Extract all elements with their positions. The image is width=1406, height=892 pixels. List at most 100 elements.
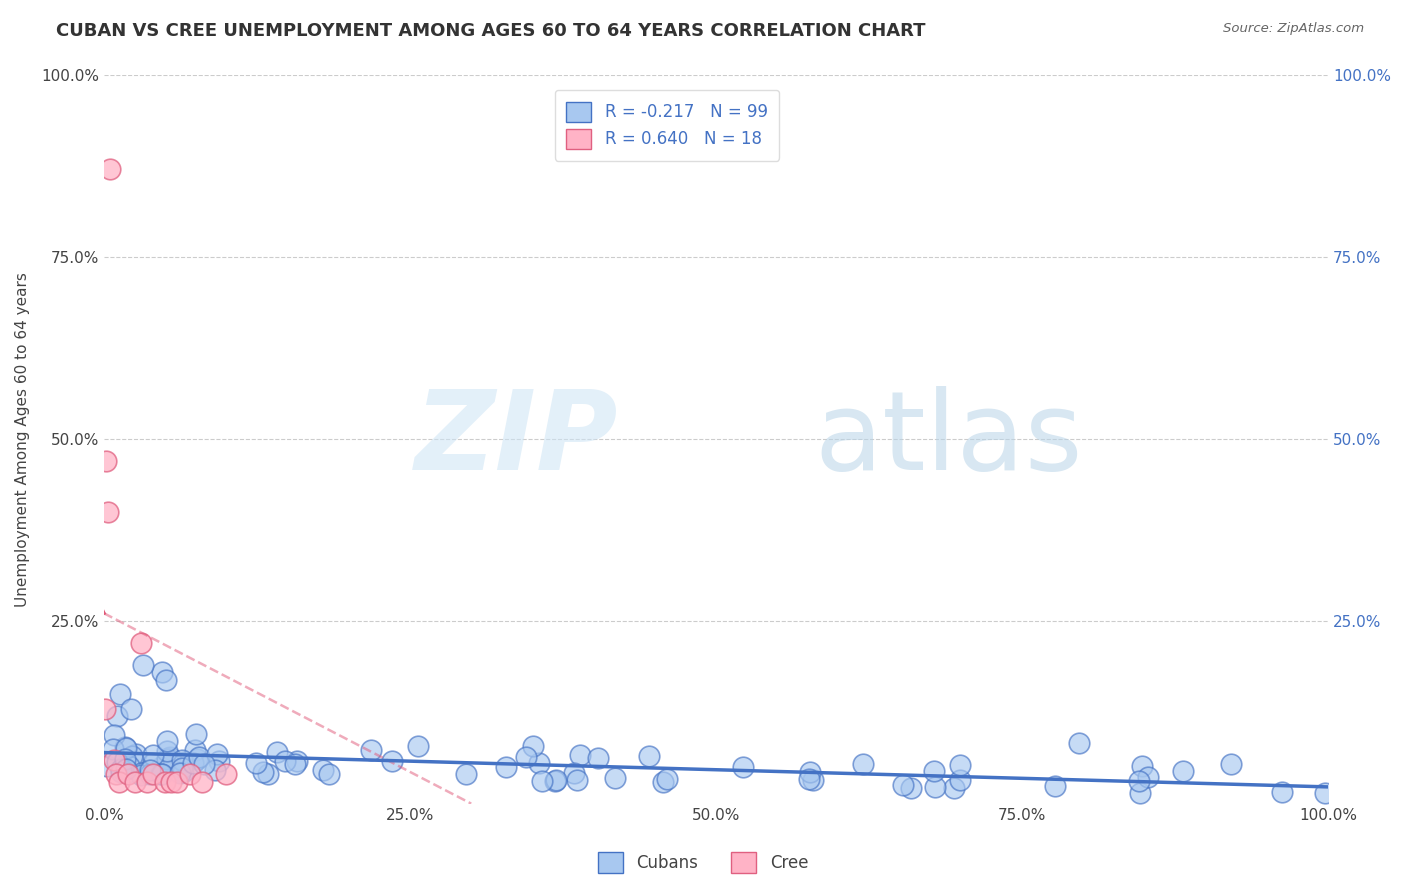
Point xyxy=(125,747,148,762)
Point xyxy=(381,754,404,768)
Point xyxy=(115,740,138,755)
Point xyxy=(801,773,824,788)
Point xyxy=(156,751,179,765)
Point xyxy=(266,745,288,759)
Point xyxy=(120,702,142,716)
Point xyxy=(586,751,609,765)
Point xyxy=(637,749,659,764)
Point xyxy=(949,758,972,772)
Point xyxy=(191,774,214,789)
Point xyxy=(172,761,194,775)
Point xyxy=(655,772,678,786)
Point xyxy=(731,760,754,774)
Point xyxy=(283,757,305,772)
Point xyxy=(183,743,205,757)
Point xyxy=(150,767,173,781)
Point xyxy=(117,767,139,781)
Point xyxy=(98,162,121,177)
Point xyxy=(546,772,568,787)
Point xyxy=(564,766,586,780)
Point xyxy=(852,756,875,771)
Point xyxy=(149,760,172,774)
Point xyxy=(105,755,128,769)
Point xyxy=(799,765,821,780)
Point xyxy=(114,739,136,754)
Point xyxy=(205,747,228,761)
Point xyxy=(142,747,165,762)
Point xyxy=(107,774,129,789)
Point xyxy=(943,780,966,795)
Point xyxy=(96,759,118,773)
Point xyxy=(1171,764,1194,778)
Text: CUBAN VS CREE UNEMPLOYMENT AMONG AGES 60 TO 64 YEARS CORRELATION CHART: CUBAN VS CREE UNEMPLOYMENT AMONG AGES 60… xyxy=(56,22,925,40)
Point xyxy=(949,772,972,787)
Point xyxy=(252,764,274,779)
Point xyxy=(406,739,429,754)
Point xyxy=(172,753,194,767)
Point xyxy=(139,767,162,781)
Point xyxy=(186,752,208,766)
Point xyxy=(522,739,544,754)
Point xyxy=(142,767,165,781)
Point xyxy=(110,762,132,776)
Point xyxy=(112,763,135,777)
Point xyxy=(96,454,118,468)
Point xyxy=(495,760,517,774)
Point xyxy=(274,754,297,768)
Y-axis label: Unemployment Among Ages 60 to 64 years: Unemployment Among Ages 60 to 64 years xyxy=(15,272,30,607)
Point xyxy=(215,767,238,781)
Point xyxy=(1271,785,1294,799)
Point xyxy=(193,757,215,772)
Point xyxy=(103,753,125,767)
Point xyxy=(110,687,132,701)
Point xyxy=(565,772,588,787)
Point xyxy=(103,729,125,743)
Point xyxy=(160,774,183,789)
Point xyxy=(1129,786,1152,800)
Legend: R = -0.217   N = 99, R = 0.640   N = 18: R = -0.217 N = 99, R = 0.640 N = 18 xyxy=(555,90,779,161)
Point xyxy=(166,774,188,789)
Point xyxy=(135,774,157,789)
Point xyxy=(94,702,117,716)
Point xyxy=(114,752,136,766)
Point xyxy=(922,764,945,778)
Point xyxy=(105,709,128,723)
Point xyxy=(179,767,201,781)
Point xyxy=(124,774,146,789)
Point xyxy=(156,744,179,758)
Point xyxy=(150,766,173,780)
Point xyxy=(105,767,128,781)
Point xyxy=(103,741,125,756)
Point xyxy=(142,756,165,771)
Text: Source: ZipAtlas.com: Source: ZipAtlas.com xyxy=(1223,22,1364,36)
Point xyxy=(1315,786,1337,800)
Point xyxy=(1069,736,1091,750)
Point xyxy=(169,766,191,780)
Point xyxy=(924,780,946,794)
Point xyxy=(1128,773,1150,788)
Point xyxy=(287,754,309,768)
Point xyxy=(159,750,181,764)
Point xyxy=(97,505,120,519)
Point xyxy=(110,765,132,780)
Point xyxy=(1045,779,1067,793)
Legend: Cubans, Cree: Cubans, Cree xyxy=(591,846,815,880)
Point xyxy=(245,756,267,771)
Point xyxy=(129,768,152,782)
Point xyxy=(156,751,179,765)
Point xyxy=(568,748,591,763)
Point xyxy=(155,673,177,687)
Point xyxy=(129,636,152,650)
Point xyxy=(156,733,179,747)
Point xyxy=(117,764,139,779)
Point xyxy=(257,766,280,780)
Point xyxy=(544,773,567,788)
Point xyxy=(132,658,155,673)
Point xyxy=(121,748,143,763)
Point xyxy=(456,767,478,781)
Point xyxy=(527,756,550,771)
Point xyxy=(651,774,673,789)
Point xyxy=(115,762,138,776)
Point xyxy=(207,755,229,769)
Point xyxy=(515,750,537,764)
